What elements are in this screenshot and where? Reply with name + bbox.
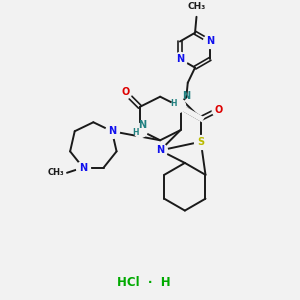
Text: N: N xyxy=(79,163,87,172)
Text: N: N xyxy=(182,91,190,101)
Text: CH₃: CH₃ xyxy=(188,2,206,11)
Text: HCl  ·  H: HCl · H xyxy=(117,276,171,289)
Text: H: H xyxy=(132,128,139,137)
Text: N: N xyxy=(206,37,214,46)
Text: O: O xyxy=(121,87,129,97)
Text: O: O xyxy=(214,105,222,115)
Text: N: N xyxy=(156,146,164,155)
Text: S: S xyxy=(197,137,204,147)
Text: N: N xyxy=(138,120,146,130)
Text: N: N xyxy=(108,126,116,136)
Text: N: N xyxy=(176,54,184,64)
Text: CH₃: CH₃ xyxy=(47,168,64,177)
Text: H: H xyxy=(170,100,177,109)
